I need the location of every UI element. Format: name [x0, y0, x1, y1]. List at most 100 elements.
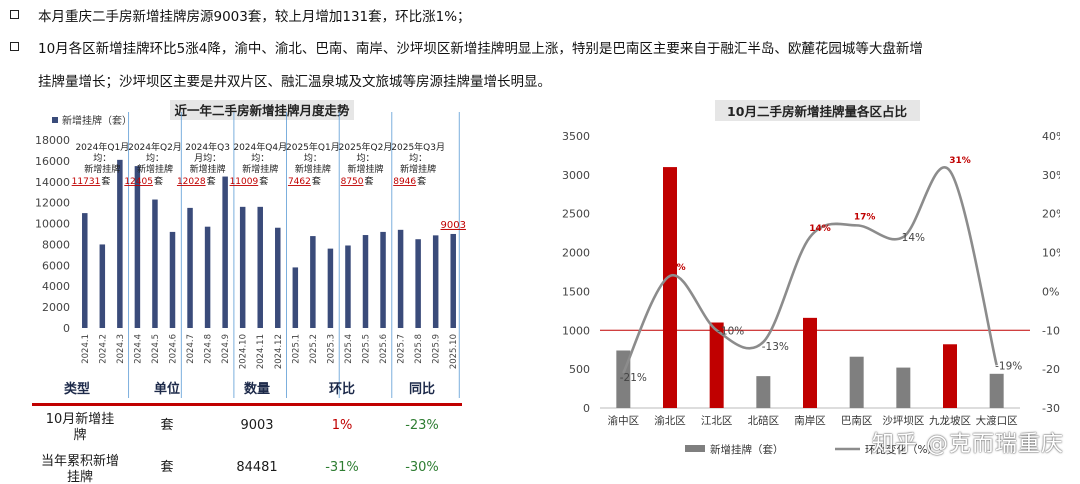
- bar: [450, 233, 456, 328]
- table-divider: [32, 403, 462, 406]
- y-tick-label: 18000: [35, 134, 70, 147]
- quarter-metric-label: 新增挂牌: [242, 163, 278, 175]
- mom-label: -19%: [995, 360, 1022, 372]
- y-tick-label: 8000: [42, 238, 70, 251]
- x-tick-label: 北碚区: [748, 414, 780, 427]
- bar: [222, 176, 228, 328]
- row-qty: 84481: [236, 460, 278, 475]
- x-tick-label: 2024.2: [98, 334, 108, 364]
- row-yoy: -30%: [405, 460, 439, 475]
- quarter-unit: 套: [259, 175, 268, 187]
- chart-title-bg: [715, 100, 920, 121]
- x-tick-label: 2024.10: [239, 334, 249, 369]
- chart-title: 10月二手房新增挂牌量各区占比: [727, 104, 907, 119]
- x-tick-label: 2025.3: [326, 334, 336, 364]
- x-tick-label: 2025.5: [362, 334, 372, 364]
- quarter-avg-label: 均：: [251, 152, 269, 164]
- mom-label: 14%: [809, 224, 831, 234]
- y2-tick-label: -30%: [1042, 402, 1060, 415]
- x-tick-label: 2024.1: [81, 334, 91, 364]
- header-qty: 数量: [243, 382, 270, 397]
- quarter-name: 2024年Q1月: [75, 141, 129, 153]
- quarter-metric-label: 新增挂牌: [400, 163, 436, 175]
- x-tick-label: 江北区: [701, 415, 733, 427]
- mom-label: -10%: [717, 325, 744, 337]
- legend-bar-label: 新增挂牌（套）: [710, 443, 784, 456]
- bar: [327, 248, 334, 328]
- x-tick-label: 大渡口区: [976, 414, 1018, 427]
- bar: [204, 226, 211, 328]
- y2-tick-label: -20%: [1042, 363, 1060, 376]
- row-mom: 1%: [331, 418, 353, 433]
- x-tick-label: 2024.6: [169, 334, 179, 364]
- quarter-name: 2024年Q2月: [128, 141, 182, 153]
- x-tick-label: 2024.12: [274, 334, 284, 369]
- bar: [310, 236, 316, 328]
- x-tick-label: 2024.7: [186, 334, 196, 364]
- y-tick-label: 1500: [562, 285, 590, 298]
- header-unit: 单位: [153, 382, 180, 397]
- quarter-metric-label: 新增挂牌: [190, 163, 226, 175]
- bar: [756, 376, 771, 408]
- bar: [397, 229, 404, 328]
- quarter-unit: 套: [365, 175, 374, 187]
- quarter-unit: 套: [154, 175, 163, 187]
- quarter-name: 2024年Q4月: [233, 141, 287, 153]
- x-tick-label: 2024.4: [133, 334, 143, 364]
- quarter-unit: 套: [417, 175, 426, 187]
- y-tick-label: 3500: [562, 130, 590, 143]
- x-tick-label: 沙坪坝区: [882, 414, 924, 427]
- quarter-unit: 套: [101, 175, 110, 187]
- legend-swatch: [52, 117, 58, 123]
- quarter-metric-label: 新增挂牌: [137, 163, 173, 175]
- bar: [82, 213, 88, 328]
- bar: [257, 206, 263, 328]
- mom-label: -21%: [620, 372, 647, 384]
- quarter-unit: 套: [207, 175, 216, 187]
- quarter-value: 12405: [124, 177, 153, 187]
- bar: [345, 245, 351, 328]
- quarter-value: 8946: [393, 177, 416, 187]
- x-tick-label: 2024.3: [116, 334, 126, 364]
- y2-tick-label: 10%: [1042, 247, 1060, 260]
- table-header: 类型 单位 数量 环比 同比: [32, 382, 462, 402]
- x-tick-label: 2025.7: [397, 334, 407, 364]
- quarter-avg-label: 均：: [409, 152, 427, 164]
- row-mom: -31%: [325, 460, 359, 475]
- mom-label: 4%: [670, 263, 685, 273]
- y-tick-label: 4000: [42, 280, 70, 293]
- bullet-square-2: [10, 42, 19, 51]
- x-tick-label: 渝中区: [608, 414, 640, 427]
- quarter-value: 11009: [230, 177, 259, 187]
- bar: [239, 206, 246, 328]
- x-tick-label: 2025.1: [291, 334, 301, 364]
- header-type: 类型: [63, 382, 90, 397]
- bar: [134, 166, 141, 328]
- bullet-text-1: 本月重庆二手房新增挂牌房源9003套，较上月增加131套，环比涨1%；: [38, 9, 471, 25]
- y-tick-label: 0: [63, 322, 70, 335]
- bar: [896, 367, 911, 408]
- y2-tick-label: -10%: [1042, 324, 1060, 337]
- quarter-avg-label: 均：: [146, 152, 164, 164]
- bar: [292, 267, 299, 328]
- quarter-name: 2024年Q3: [185, 141, 230, 153]
- bar: [380, 231, 386, 328]
- bar: [709, 322, 724, 408]
- quarter-metric-label: 新增挂牌: [347, 163, 383, 175]
- mom-label: 14%: [902, 232, 925, 244]
- mom-line: [622, 166, 998, 374]
- x-tick-label: 2025.6: [379, 334, 389, 364]
- bar: [849, 356, 864, 408]
- row-qty: 9003: [240, 418, 274, 433]
- header-yoy: 同比: [408, 382, 435, 397]
- y-tick-label: 2000: [562, 247, 590, 260]
- bar: [152, 199, 158, 328]
- x-tick-label: 2024.9: [221, 334, 231, 364]
- legend-line-label: 环比变化（%）: [865, 443, 938, 456]
- y-tick-label: 2000: [42, 301, 70, 314]
- row-unit: 套: [160, 460, 174, 475]
- x-tick-label: 巴南区: [841, 414, 873, 427]
- y2-tick-label: 40%: [1042, 130, 1060, 143]
- mom-label: 31%: [949, 156, 971, 166]
